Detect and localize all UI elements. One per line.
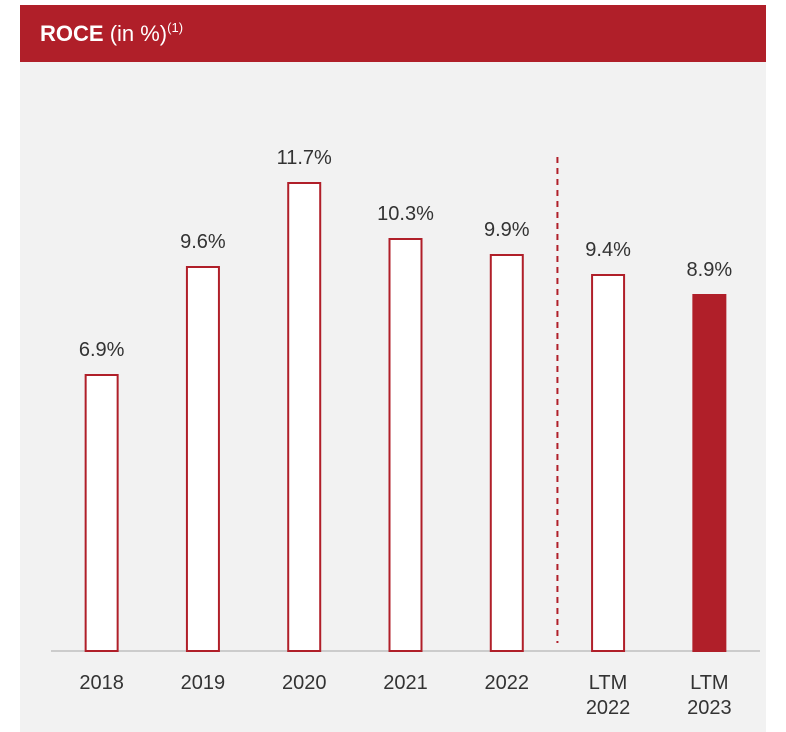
x-tick-label: 2021 [383, 672, 428, 694]
title: ROCE (in %)(1) [40, 20, 183, 47]
value-label: 8.9% [686, 259, 733, 281]
title-note: (1) [167, 20, 184, 35]
value-label: 9.9% [483, 219, 530, 241]
bar [489, 254, 524, 652]
value-label: 11.7% [276, 147, 332, 169]
x-tick-label: 2018 [79, 672, 124, 694]
x-tick-label: LTM 2023 [687, 672, 732, 719]
x-tick-label: 2020 [281, 672, 327, 694]
value-label: 9.4% [585, 239, 631, 261]
title-unit: (in %) [109, 21, 168, 46]
x-tick-label: 2019 [180, 672, 226, 694]
value-label: 6.9% [78, 339, 125, 361]
x-tick-label: LTM 2022 [585, 672, 631, 719]
bar [692, 294, 727, 652]
bar [185, 266, 220, 652]
bar [388, 238, 423, 652]
value-label: 10.3% [377, 203, 434, 225]
value-label: 9.6% [180, 231, 226, 253]
bar [591, 274, 626, 652]
bar [287, 182, 322, 652]
bar [84, 374, 119, 652]
x-tick-label: 2022 [484, 672, 530, 694]
header: ROCE (in %)(1) [20, 5, 766, 62]
title-main: ROCE [40, 21, 104, 46]
